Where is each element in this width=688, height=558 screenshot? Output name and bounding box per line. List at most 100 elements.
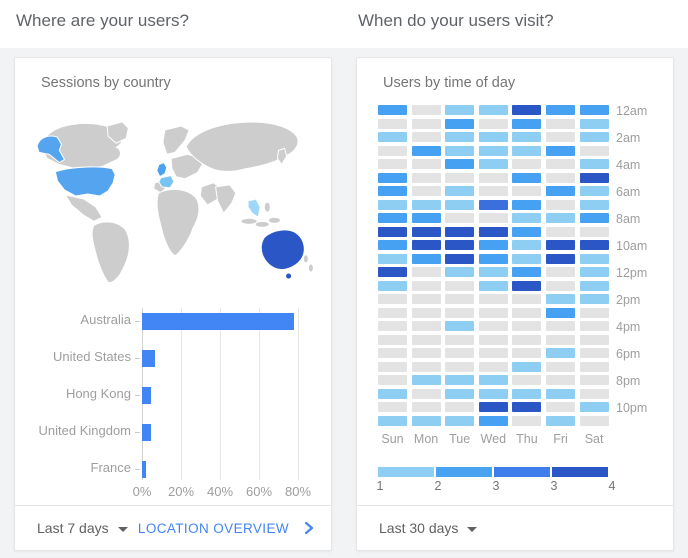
heatmap-cell — [478, 118, 508, 129]
heatmap-cell — [579, 105, 609, 115]
heatmap-cell — [411, 145, 441, 156]
heatmap-cell — [445, 199, 475, 210]
legend-scale-number: 2 — [434, 479, 442, 493]
heatmap-cell — [512, 213, 542, 223]
heatmap-cell — [546, 213, 575, 223]
heatmap-cell — [378, 307, 407, 318]
heatmap-cell — [445, 321, 475, 331]
heatmap-cell — [512, 226, 542, 237]
heatmap-cell — [445, 118, 475, 129]
legend-color-segment — [436, 467, 492, 477]
heatmap-cell — [478, 361, 508, 372]
heatmap-cell — [478, 307, 508, 318]
heatmap-cell — [378, 132, 407, 142]
heatmap-cell — [546, 199, 575, 210]
map-tasmania — [285, 272, 293, 280]
heatmap-cell — [579, 348, 609, 358]
bar-united-kingdom — [142, 423, 151, 441]
map-united-states — [54, 166, 116, 197]
category-tick — [135, 432, 140, 433]
time-label: 10am — [616, 239, 648, 253]
heatmap-cell — [445, 415, 475, 426]
heatmap-cell — [445, 145, 475, 156]
heatmap-cell — [579, 186, 609, 196]
heatmap-cell — [512, 132, 542, 142]
heatmap-cell — [411, 240, 441, 250]
heatmap-cell — [445, 172, 475, 183]
map-scandinavia — [162, 125, 190, 155]
heatmap-cell — [579, 118, 609, 129]
heatmap-cell — [478, 402, 508, 412]
heatmap-cell — [579, 415, 609, 426]
heatmap-cell — [411, 105, 441, 115]
heatmap-cell — [378, 118, 407, 129]
heatmap-cell — [445, 186, 475, 196]
bar-united-states — [142, 349, 155, 367]
heatmap-cell — [411, 415, 441, 426]
bar-category-label: Australia — [80, 312, 131, 327]
map-greenland — [106, 121, 129, 144]
world-map — [36, 121, 314, 283]
heatmap-cell — [445, 105, 475, 115]
axis-tick-label: 80% — [284, 484, 312, 499]
heatmap-cell — [445, 388, 475, 399]
heatmap-cell — [478, 321, 508, 331]
bar-category-label: France — [90, 460, 131, 475]
heatmap-cell — [411, 118, 441, 129]
heatmap-cell — [445, 280, 475, 291]
legend-scale-number: 1 — [376, 479, 384, 493]
heatmap-cell — [411, 307, 441, 318]
heatmap-cell — [512, 199, 542, 210]
heatmap-cell — [579, 361, 609, 372]
sessions-by-country-card: Sessions by country — [14, 57, 332, 551]
heatmap-cell — [512, 375, 542, 385]
time-label: 12am — [616, 104, 648, 118]
heatmap-cell — [478, 213, 508, 223]
location-overview-link[interactable]: LOCATION OVERVIEW — [137, 520, 289, 536]
heatmap-cell — [546, 145, 575, 156]
heatmap-cell — [378, 334, 407, 345]
heatmap-cell — [512, 361, 542, 372]
axis-tick-label: 20% — [167, 484, 195, 499]
date-range-selector[interactable]: Last 30 days — [379, 520, 478, 536]
heatmap-cell — [546, 172, 575, 183]
heatmap-cell — [546, 334, 575, 345]
heatmap-cell — [546, 240, 575, 250]
heatmap-cell — [378, 145, 407, 156]
heatmap-cell — [445, 375, 475, 385]
heatmap-cell — [579, 388, 609, 399]
users-by-time-card: Users by time of day Sun Mon Tue Wed Thu Fri S… — [356, 57, 674, 551]
card-footer: Last 30 days — [357, 506, 673, 550]
chevron-right-icon[interactable] — [303, 521, 315, 535]
day-label: Thu — [516, 432, 538, 446]
heatmap-cell — [478, 267, 508, 277]
day-label: Fri — [553, 432, 568, 446]
time-label: 8pm — [616, 374, 641, 388]
heatmap-cell — [512, 172, 542, 183]
heatmap-cell — [546, 105, 575, 115]
heatmap-cell — [546, 159, 575, 169]
heatmap-cell — [411, 402, 441, 412]
heatmap-cell — [445, 159, 475, 169]
heatmap-cell — [546, 294, 575, 304]
map-japan — [276, 147, 288, 166]
heatmap-cell — [512, 321, 542, 331]
heatmap-cell — [579, 253, 609, 264]
heatmap-cell — [478, 375, 508, 385]
heatmap-cell — [546, 280, 575, 291]
heatmap-cell — [512, 280, 542, 291]
heatmap-cell — [411, 159, 441, 169]
bar-france — [142, 460, 146, 478]
time-label: 6pm — [616, 347, 641, 361]
card-footer: Last 7 days LOCATION OVERVIEW — [15, 506, 331, 550]
heatmap-cell — [445, 334, 475, 345]
heatmap-cell — [512, 253, 542, 264]
date-range-selector[interactable]: Last 7 days — [37, 520, 128, 536]
heatmap-cell — [445, 132, 475, 142]
heatmap-cell — [411, 253, 441, 264]
heatmap-cell — [546, 388, 575, 399]
heatmap-cell — [546, 361, 575, 372]
heatmap-cell — [512, 334, 542, 345]
gridline — [298, 308, 299, 480]
heatmap-cell — [378, 172, 407, 183]
